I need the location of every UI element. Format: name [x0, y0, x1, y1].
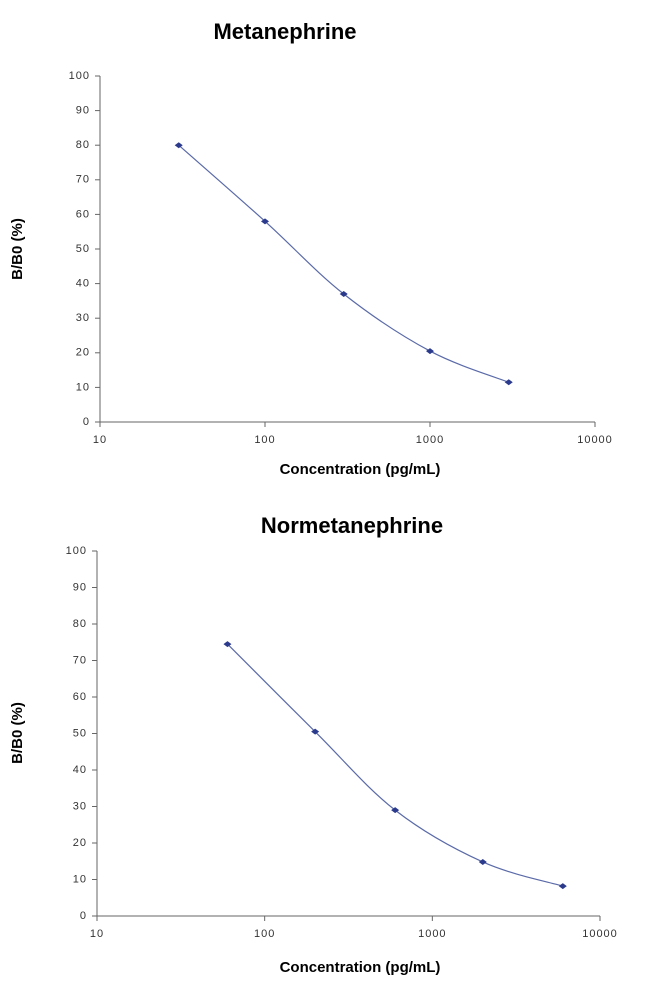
x-tick-label: 1000 — [416, 434, 444, 446]
y-tick-label: 100 — [66, 545, 87, 557]
y-tick-label: 40 — [73, 764, 87, 776]
x-axis-label: Concentration (pg/mL) — [280, 959, 441, 976]
y-tick-label: 90 — [76, 105, 90, 117]
y-tick-label: 10 — [73, 873, 87, 885]
data-point — [478, 858, 487, 865]
y-tick-label: 70 — [76, 174, 90, 186]
x-tick-label: 100 — [254, 434, 275, 446]
x-tick-label: 10 — [93, 434, 107, 446]
data-point — [558, 883, 567, 890]
y-axis-label: B/B0 (%) — [9, 218, 26, 280]
data-point — [174, 142, 183, 149]
y-tick-label: 60 — [76, 208, 90, 220]
x-tick-label: 100 — [254, 928, 275, 940]
y-tick-label: 30 — [76, 312, 90, 324]
data-point — [339, 290, 348, 297]
data-line — [178, 144, 509, 383]
x-tick-label: 10000 — [582, 928, 618, 940]
y-tick-label: 80 — [73, 618, 87, 630]
x-axis-label: Concentration (pg/mL) — [280, 461, 441, 478]
data-line — [227, 643, 563, 887]
y-axis-label: B/B0 (%) — [9, 702, 26, 764]
y-tick-label: 100 — [69, 70, 90, 82]
y-tick-label: 20 — [76, 347, 90, 359]
chart-title: Normetanephrine — [261, 513, 443, 538]
x-tick-label: 10000 — [577, 434, 613, 446]
y-tick-label: 10 — [76, 381, 90, 393]
data-point — [311, 728, 320, 735]
y-tick-label: 90 — [73, 581, 87, 593]
data-point — [223, 641, 232, 648]
y-tick-label: 50 — [73, 727, 87, 739]
y-tick-label: 60 — [73, 691, 87, 703]
data-point — [261, 218, 269, 225]
y-tick-label: 0 — [83, 416, 90, 428]
y-tick-label: 30 — [73, 800, 87, 812]
x-tick-label: 1000 — [418, 928, 446, 940]
y-tick-label: 0 — [80, 910, 87, 922]
y-tick-label: 20 — [73, 837, 87, 849]
data-point — [426, 348, 434, 355]
chart-title: Metanephrine — [213, 19, 356, 44]
y-tick-label: 70 — [73, 654, 87, 666]
y-tick-label: 40 — [76, 278, 90, 290]
y-tick-label: 80 — [76, 139, 90, 151]
data-point — [391, 807, 400, 814]
data-point — [504, 379, 513, 386]
x-tick-label: 10 — [90, 928, 104, 940]
y-tick-label: 50 — [76, 243, 90, 255]
